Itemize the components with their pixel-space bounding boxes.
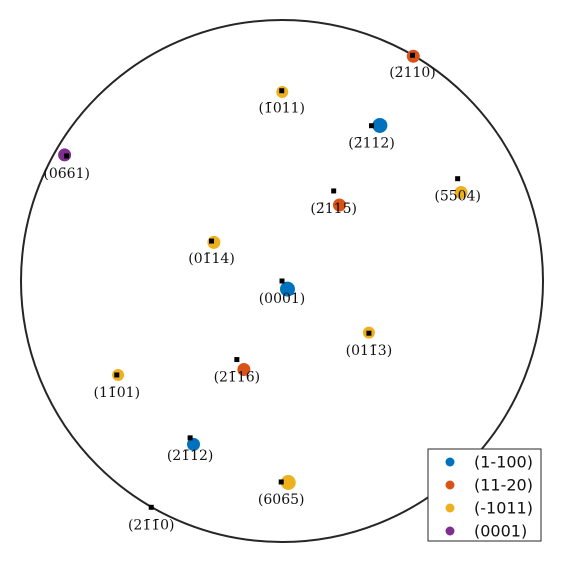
reference-markers: [64, 52, 461, 510]
reference-marker-10: [114, 372, 120, 378]
annotation-label-13: (21̄1̄0): [128, 517, 175, 533]
projection-circle: [20, 19, 544, 543]
legend-marker-3: [445, 526, 455, 536]
reference-marker-7: [209, 238, 215, 244]
annotation-label-3: (06̄61): [43, 166, 90, 182]
legend-marker-2: [445, 503, 455, 513]
annotation-label-6: (01̄14): [188, 251, 235, 267]
legend: (1-100) (11-20) (-1011) (0001): [427, 448, 542, 542]
reference-marker-2: [279, 88, 285, 94]
reference-marker-1: [410, 52, 415, 58]
annotation-label-10: (11̄01): [94, 385, 141, 401]
reference-marker-12: [278, 479, 284, 485]
data-point-2-5: [280, 474, 296, 490]
annotation-label-1: (1̄011): [258, 101, 305, 117]
data-point-0-0: [279, 281, 295, 297]
data-point-0-1: [372, 117, 388, 133]
legend-label-2: (-1011): [474, 499, 533, 518]
annotation-label-11: (21̄12): [167, 448, 214, 464]
reference-marker-3: [369, 123, 375, 129]
reference-marker-8: [366, 330, 372, 336]
annotation-label-5: (2̄115): [310, 201, 357, 217]
annotation-label-9: (21̄16): [214, 370, 261, 386]
reference-marker-9: [234, 357, 240, 363]
reference-marker-0: [279, 278, 285, 284]
data-point-1-2: [237, 362, 251, 376]
reference-marker-11: [187, 435, 193, 441]
reference-marker-5: [455, 176, 461, 182]
reference-marker-13: [148, 504, 154, 510]
annotation-label-2: (2̄112): [348, 136, 395, 152]
data-point-1-1: [332, 198, 346, 212]
reference-marker-4: [64, 153, 70, 159]
legend-marker-1: [445, 480, 455, 490]
legend-label-1: (11-20): [474, 476, 533, 495]
annotation-label-12: (606̄5): [258, 492, 305, 508]
annotation-label-0: (2̄110): [389, 65, 436, 81]
annotation-labels: (2̄110) (1̄011) (2̄112) (06̄61) (5̄504) (2̄11…: [43, 65, 481, 533]
annotation-label-7: (0001): [259, 291, 306, 307]
data-point-0-2: [187, 437, 201, 451]
reference-marker-6: [331, 188, 337, 194]
annotation-label-8: (011̄3): [346, 343, 393, 359]
legend-label-3: (0001): [474, 522, 527, 541]
data-point-2-1: [454, 186, 468, 200]
legend-marker-0: [445, 457, 455, 467]
annotation-label-4: (5̄504): [434, 189, 481, 205]
legend-label-0: (1-100): [474, 453, 533, 472]
